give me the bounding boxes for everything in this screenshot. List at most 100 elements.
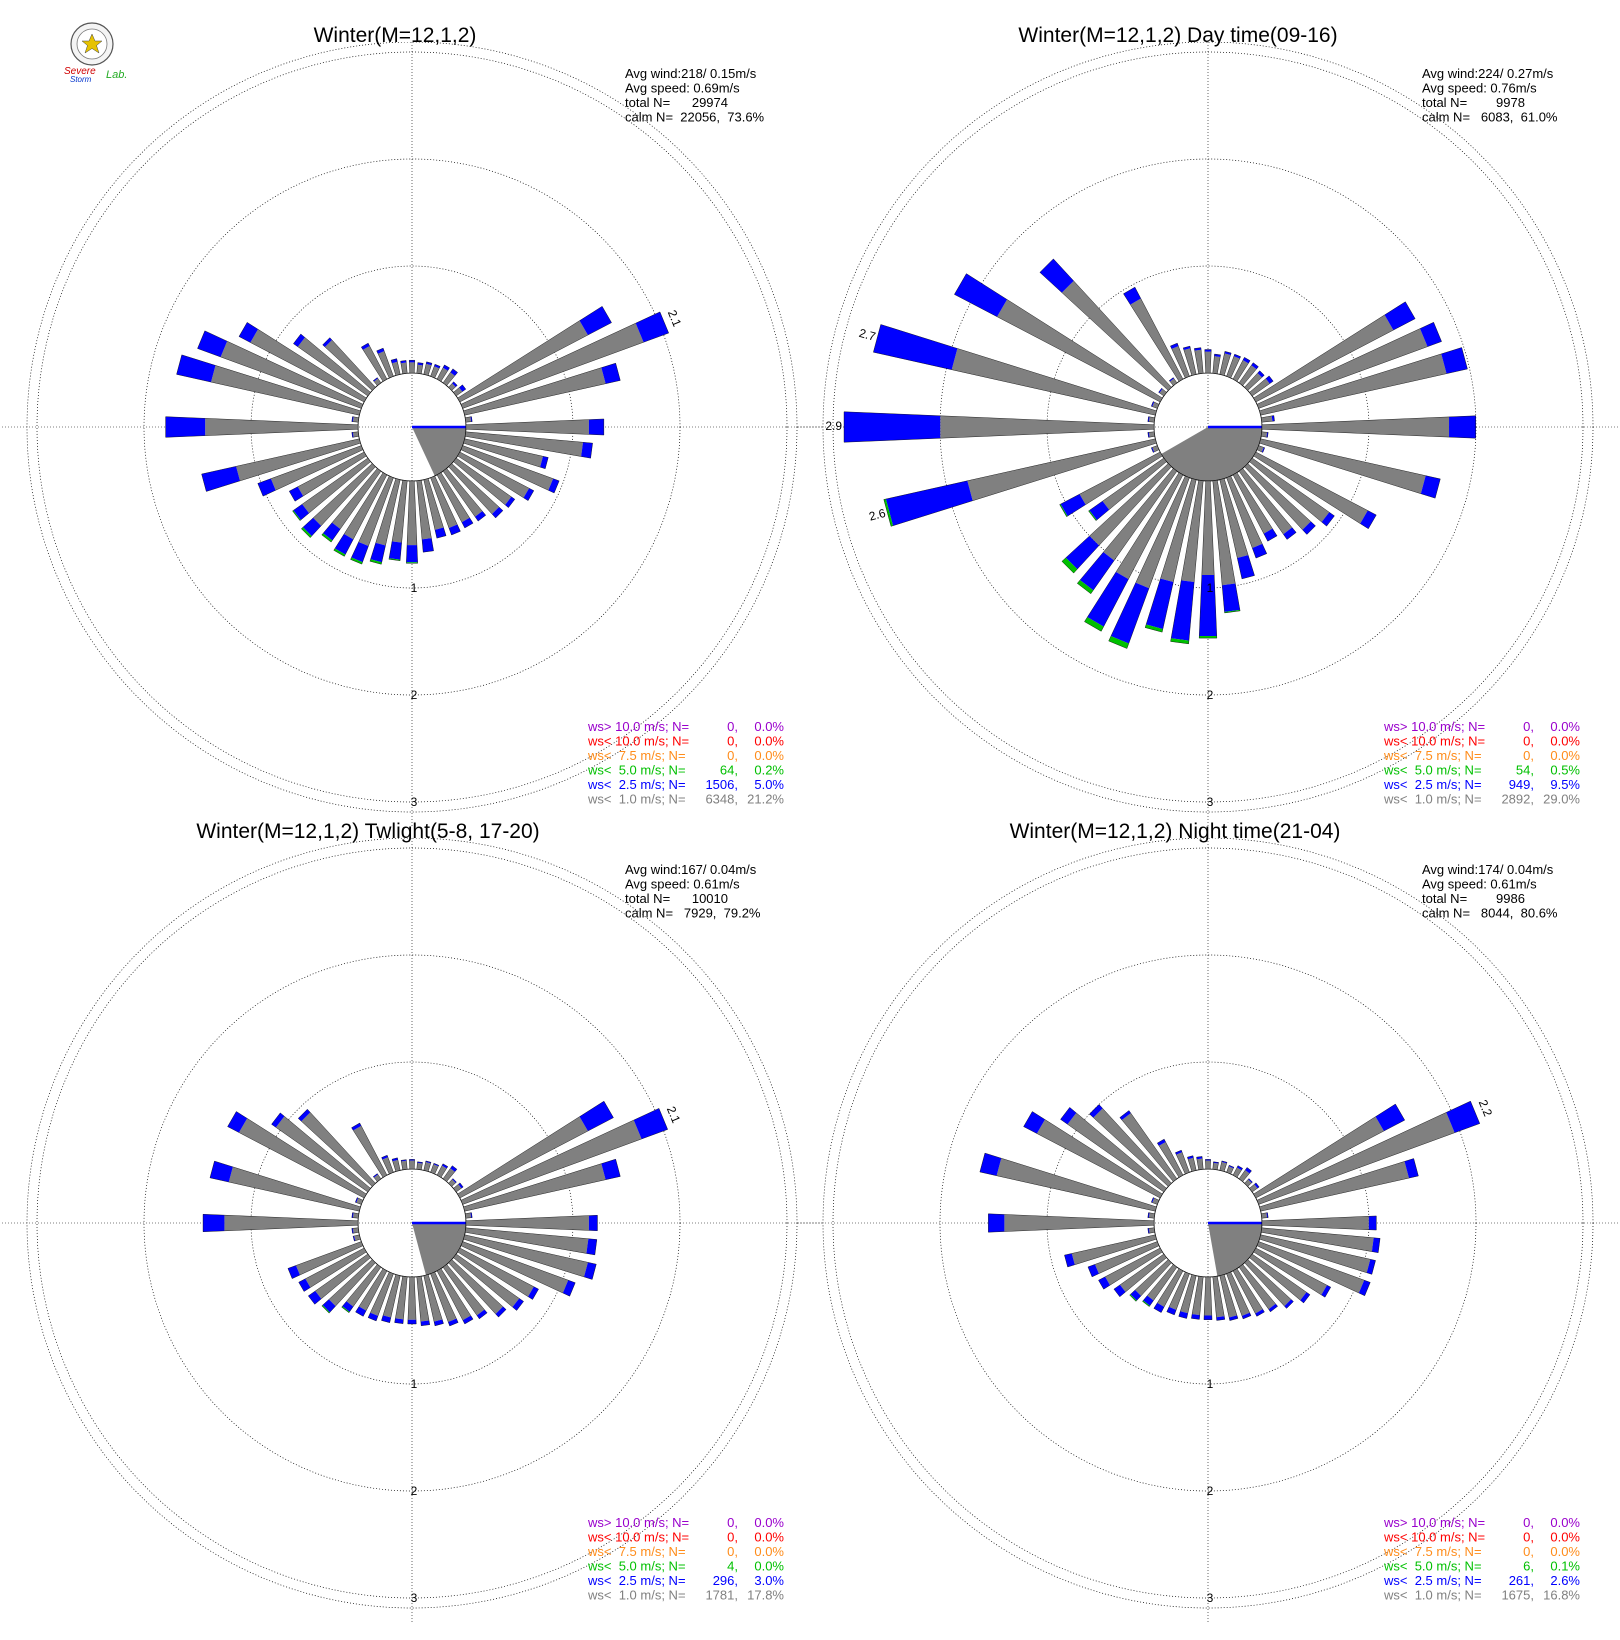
stats-calm: calm N= 22056, 73.6% (625, 110, 765, 125)
ring-label: 3 (1207, 795, 1214, 809)
sector-bar-blue (492, 507, 503, 518)
sector-bar-blue (1302, 521, 1316, 535)
sector-bar-gray (457, 452, 530, 498)
sector-bar-gray (460, 323, 644, 409)
legend-percent: 29.0% (1543, 792, 1580, 807)
sector-bar-gray (457, 1248, 534, 1297)
sector-bar-blue (1248, 1178, 1253, 1183)
sector-bar-blue (1147, 1212, 1150, 1218)
sector-bar-blue (579, 306, 612, 336)
sector-bar-blue (452, 381, 458, 387)
sector-bar-outline (1150, 1197, 1160, 1205)
sector-bar-gray (1169, 378, 1177, 386)
sector-bar-outline (453, 1253, 524, 1311)
sector-bar-outline (1226, 475, 1268, 559)
sector-bar-gray (423, 1274, 443, 1322)
sector-bar-blue (342, 1301, 354, 1312)
sector-bar-outline (1212, 1275, 1226, 1321)
sector-bar-blue (475, 511, 486, 522)
sector-bar-outline (442, 468, 487, 522)
ring-circle-2 (143, 158, 681, 696)
sector-bar-outline (297, 1108, 376, 1187)
sector-bar-gray (967, 438, 1157, 501)
sector-bar-gray (1233, 360, 1249, 382)
sector-bar-outline (1249, 1182, 1260, 1193)
sector-bar-blue (1366, 1259, 1376, 1275)
sector-bar-outline (288, 451, 367, 502)
sector-bar-blue (373, 377, 378, 382)
stats-calm: calm N= 7929, 79.2% (625, 906, 761, 921)
sector-bar-outline (1232, 1165, 1243, 1178)
sector-bar-gray (1219, 478, 1249, 559)
sector-bar-gray (362, 345, 387, 382)
sector-bar-blue (1216, 1316, 1225, 1321)
sector-bar-outline (355, 1268, 388, 1317)
sector-bar-blue (988, 1213, 1005, 1233)
sector-bar-blue (302, 517, 322, 537)
peak-value-label: 2.7 (857, 326, 877, 344)
sector-bar-gray (1180, 1274, 1197, 1314)
sector-bar-outline (1260, 1212, 1269, 1219)
ring-circle-3 (832, 847, 1584, 1599)
sector-bar-outline (293, 333, 371, 397)
sector-bar-outline (381, 1154, 394, 1175)
legend-label: ws< 1.0 m/s; N= (587, 1588, 686, 1603)
legend-label: ws> 10.0 m/s; N= (587, 1515, 689, 1530)
sector-bar-outline (1232, 472, 1278, 542)
sector-bar-gray (465, 1212, 472, 1219)
legend-count: 0, (727, 1515, 738, 1530)
sector-bar-gray (437, 472, 470, 523)
sector-bar-outline (1153, 1268, 1184, 1313)
sector-bar-gray (1239, 1170, 1250, 1182)
legend-count: 0, (1523, 748, 1534, 763)
legend-count: 0, (727, 1544, 738, 1559)
sector-bar-green (321, 533, 333, 543)
sector-bar-gray (352, 431, 359, 438)
sector-bar-blue (1147, 416, 1150, 422)
sector-bar-blue (462, 1315, 474, 1324)
sector-bar-outline (1256, 1241, 1371, 1297)
sector-bar-gray (313, 463, 376, 526)
sector-bar-outline (1249, 375, 1274, 397)
legend-label: ws> 10.0 m/s; N= (587, 719, 689, 734)
sector-bar-gray (324, 339, 376, 391)
sector-bar-blue (1199, 575, 1217, 636)
sector-bar-gray (1102, 458, 1167, 510)
sector-bar-gray (1169, 1271, 1190, 1310)
sector-bar-gray (1239, 468, 1293, 535)
sector-bar-gray (453, 1254, 520, 1308)
outer-ring-circle (822, 838, 1594, 1609)
logo-text-severe: Severe (64, 66, 96, 77)
sector-bar-outline (292, 457, 371, 521)
sector-bar-blue (392, 1157, 398, 1162)
sector-bar-outline (1259, 1234, 1376, 1275)
sector-bar-outline (1238, 468, 1297, 540)
sector-bar-gray (463, 1234, 588, 1277)
legend-percent: 0.2% (754, 763, 784, 778)
sector-bar-blue (1284, 1299, 1294, 1309)
outer-ring-circle (26, 42, 798, 813)
legend-count: 6, (1523, 1559, 1534, 1574)
stats-calm: calm N= 6083, 61.0% (1422, 110, 1558, 125)
sector-bar-outline (406, 480, 418, 564)
sector-bar-outline (1259, 1158, 1419, 1212)
sector-bar-blue (1087, 571, 1129, 627)
calm-wedge (412, 1223, 466, 1276)
sector-bar-blue (588, 1215, 598, 1231)
sector-bar-outline (988, 1213, 1155, 1233)
sector-bar-outline (448, 381, 458, 391)
sector-bar-gray (1120, 1254, 1167, 1292)
sector-bar-gray (205, 418, 359, 436)
sector-bar-blue (289, 486, 304, 502)
panel-title: Winter(M=12,1,2) Day time(09-16) (1018, 24, 1337, 47)
sector-bar-gray (1253, 452, 1368, 524)
sector-bar-outline (1150, 445, 1160, 453)
sector-bar-gray (1256, 1112, 1455, 1205)
sector-bar-blue (979, 1153, 1002, 1176)
sector-bar-outline (1142, 1264, 1178, 1307)
sector-bar-outline (423, 478, 447, 539)
sector-bar-gray (465, 1215, 589, 1231)
legend-label: ws< 2.5 m/s; N= (587, 777, 686, 792)
sector-bar-gray (382, 1157, 394, 1175)
legend-percent: 17.8% (747, 1588, 784, 1603)
